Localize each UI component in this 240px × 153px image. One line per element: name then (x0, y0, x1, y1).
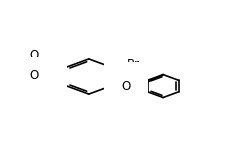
Text: O: O (29, 69, 38, 82)
Text: N: N (40, 60, 49, 73)
Text: NH$_2$: NH$_2$ (23, 79, 47, 94)
Text: Br: Br (127, 58, 140, 71)
Text: O: O (29, 49, 38, 62)
Text: O: O (121, 80, 131, 93)
